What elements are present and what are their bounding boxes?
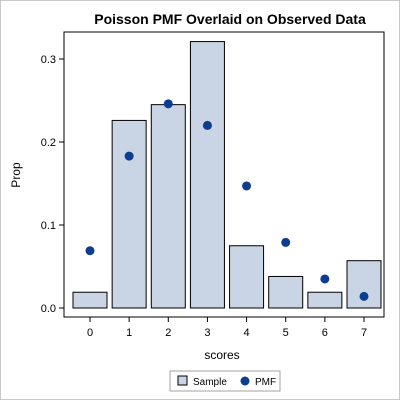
x-tick-label: 1 [126, 327, 132, 339]
y-tick-label: 0.1 [41, 220, 56, 232]
x-tick-label: 7 [361, 327, 367, 339]
legend-border [169, 370, 281, 392]
sample-bar [346, 260, 382, 309]
legend-pmf-label: PMF [255, 377, 276, 388]
pmf-point [320, 274, 330, 284]
y-tick-label: 0.2 [41, 137, 56, 149]
x-axis-label: scores [204, 348, 239, 362]
pmf-point [124, 151, 134, 161]
chart-title: Poisson PMF Overlaid on Observed Data [94, 11, 366, 27]
pmf-points [85, 99, 369, 301]
legend: Sample PMF [169, 370, 281, 392]
pmf-point [359, 291, 369, 301]
sample-bar [229, 245, 265, 309]
sample-bar [150, 104, 186, 309]
pmf-point [242, 181, 252, 191]
x-tick-label: 0 [87, 327, 93, 339]
sample-bar [111, 119, 147, 309]
y-axis-label: Prop [9, 162, 23, 188]
plot-area-border [63, 31, 385, 318]
sample-bar [189, 41, 225, 309]
pmf-point [202, 120, 212, 130]
pmf-point [163, 99, 173, 109]
legend-sample-swatch [177, 375, 188, 386]
sample-bars [72, 41, 382, 309]
pmf-point [281, 237, 291, 247]
y-axis: 0.0 0.1 0.2 0.3 [41, 54, 64, 315]
y-tick-label: 0.0 [41, 303, 56, 315]
legend-sample-label: Sample [193, 377, 227, 388]
sample-bar [268, 275, 304, 309]
sample-bar [72, 291, 108, 309]
x-tick-label: 2 [165, 327, 171, 339]
y-tick-label: 0.3 [41, 54, 56, 66]
x-axis: 0 1 2 3 4 5 6 7 [87, 317, 367, 339]
pmf-point [85, 246, 95, 256]
legend-pmf-marker [240, 376, 250, 386]
sample-bar [307, 291, 343, 309]
x-tick-label: 3 [204, 327, 210, 339]
x-tick-label: 5 [283, 327, 289, 339]
x-tick-label: 6 [322, 327, 328, 339]
x-tick-label: 4 [244, 327, 250, 339]
